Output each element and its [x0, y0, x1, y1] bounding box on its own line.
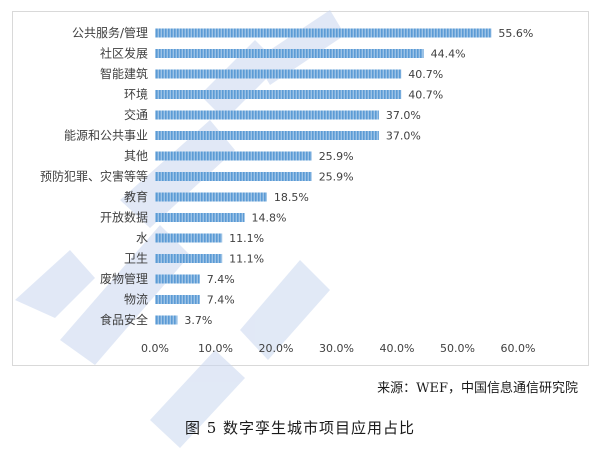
figure-caption: 图 5 数字孪生城市项目应用占比 [184, 419, 416, 437]
bar [155, 90, 402, 99]
x-tick-label: 10.0% [198, 342, 233, 355]
category-label: 教育 [124, 189, 148, 204]
value-label: 25.9% [319, 171, 354, 184]
source-note: 来源：WEF，中国信息通信研究院 [377, 381, 578, 396]
bar-chart: 公共服务/管理社区发展智能建筑环境交通能源和公共事业其他预防犯罪、灾害等等教育开… [40, 25, 535, 355]
category-label: 其他 [124, 149, 148, 163]
category-labels: 公共服务/管理社区发展智能建筑环境交通能源和公共事业其他预防犯罪、灾害等等教育开… [40, 25, 148, 327]
category-label: 废物管理 [100, 271, 148, 286]
x-tick-label: 50.0% [440, 342, 475, 355]
bar [155, 274, 200, 284]
value-label: 55.6% [498, 27, 533, 40]
value-label: 14.8% [252, 212, 287, 225]
bar [155, 69, 402, 79]
value-label: 7.4% [207, 294, 235, 307]
value-label: 40.7% [408, 89, 443, 102]
x-tick-label: 40.0% [380, 342, 415, 355]
value-label: 37.0% [386, 109, 421, 122]
x-axis-ticks: 0.0% 10.0% 20.0% 30.0% 40.0% 50.0% 60.0% [141, 342, 535, 355]
x-tick-label: 0.0% [141, 342, 169, 355]
category-label: 环境 [124, 87, 148, 102]
value-label: 44.4% [431, 48, 466, 61]
category-label: 公共服务/管理 [72, 25, 148, 40]
value-label: 40.7% [408, 68, 443, 81]
category-label: 智能建筑 [100, 66, 148, 81]
value-label: 18.5% [274, 191, 309, 204]
bar [155, 295, 200, 304]
bar [155, 254, 223, 263]
x-tick-label: 20.0% [259, 342, 294, 355]
category-label: 物流 [124, 293, 148, 307]
value-label: 3.7% [184, 314, 212, 327]
bar [155, 131, 379, 140]
bar [155, 172, 312, 181]
bar [155, 151, 312, 161]
bar [155, 233, 223, 243]
value-label: 11.1% [229, 232, 264, 245]
bar [155, 315, 178, 325]
value-labels: 55.6% 44.4% 40.7% 40.7% 37.0% 37.0% 25.9% 25.9%… [184, 27, 533, 327]
x-tick-label: 30.0% [319, 342, 354, 355]
category-label: 卫生 [124, 252, 148, 266]
category-label: 食品安全 [100, 312, 148, 327]
value-label: 37.0% [386, 130, 421, 143]
value-label: 7.4% [207, 273, 235, 286]
category-label: 能源和公共事业 [64, 129, 148, 143]
bar [155, 28, 492, 38]
category-label: 水 [136, 231, 148, 245]
bars [155, 28, 492, 325]
bar [155, 49, 424, 58]
bar [155, 110, 379, 120]
bar [155, 192, 267, 202]
value-label: 11.1% [229, 253, 264, 266]
category-label: 开放数据 [100, 210, 148, 225]
category-label: 社区发展 [100, 46, 148, 61]
category-label: 预防犯罪、灾害等等 [40, 169, 148, 184]
category-label: 交通 [124, 107, 148, 122]
bar [155, 213, 245, 222]
value-label: 25.9% [319, 150, 354, 163]
x-tick-label: 60.0% [501, 342, 536, 355]
